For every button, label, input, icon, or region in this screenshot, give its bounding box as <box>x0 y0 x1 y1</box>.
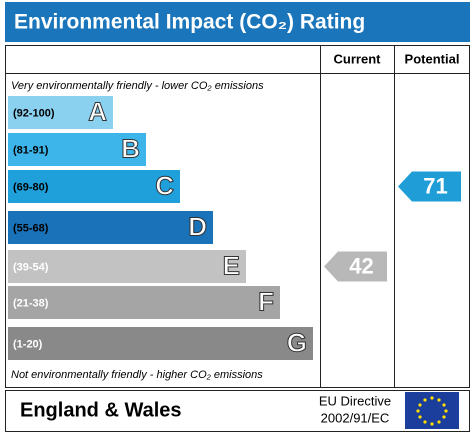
column-header: Potential <box>405 51 460 66</box>
chart-title: Environmental Impact (CO₂) Rating <box>14 11 365 34</box>
band <box>8 286 280 319</box>
footer-directive: EU Directive <box>319 393 391 408</box>
current-arrow <box>324 251 387 282</box>
potential-arrow <box>398 171 461 202</box>
band-range: (92-100) <box>13 107 55 119</box>
band-letter: D <box>188 211 207 241</box>
band-letter: B <box>121 133 140 163</box>
footer-region: England & Wales <box>20 399 182 421</box>
footer-box <box>5 390 470 432</box>
band-letter: F <box>258 286 274 316</box>
potential-label: 71 <box>423 173 447 198</box>
band-letter: C <box>155 170 174 200</box>
band <box>8 211 213 244</box>
band-range: (21-38) <box>13 297 49 309</box>
current-label: 42 <box>349 253 373 278</box>
band <box>8 170 180 203</box>
band <box>8 96 113 129</box>
footer-directive: 2002/91/EC <box>321 410 390 425</box>
band-range: (55-68) <box>13 222 49 234</box>
band-range: (69-80) <box>13 181 49 193</box>
band-letter: E <box>223 250 240 280</box>
column-header: Current <box>334 51 382 66</box>
band-range: (39-54) <box>13 261 49 273</box>
band-range: (81-91) <box>13 144 49 156</box>
band <box>8 327 313 360</box>
bottom-note: Not environmentally friendly - higher CO… <box>11 369 263 381</box>
frame <box>5 45 470 388</box>
top-note: Very environmentally friendly - lower CO… <box>11 80 264 92</box>
title-bar <box>5 2 470 42</box>
band-letter: G <box>287 327 307 357</box>
eu-flag <box>405 392 459 429</box>
band <box>8 250 246 283</box>
band-range: (1-20) <box>13 338 43 350</box>
band-letter: A <box>88 96 107 126</box>
band <box>8 133 146 166</box>
